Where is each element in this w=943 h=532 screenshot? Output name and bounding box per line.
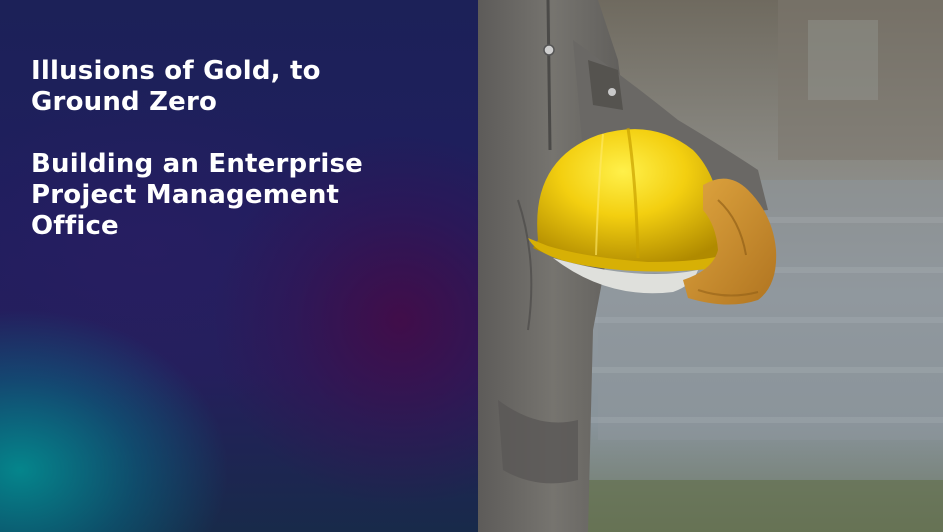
slide-title-block: Illusions of Gold, to Ground Zero Buildi… xyxy=(31,56,451,242)
subtitle-line-2: Project Management xyxy=(31,180,340,210)
subtitle-line-1: Building an Enterprise xyxy=(31,149,363,179)
photo-illustration xyxy=(478,0,943,532)
title-line-2: Ground Zero xyxy=(31,87,218,117)
title-spacer xyxy=(31,118,451,149)
title-line-1: Illusions of Gold, to xyxy=(31,56,321,86)
gradient-text-panel: Illusions of Gold, to Ground Zero Buildi… xyxy=(0,0,478,532)
subtitle-line-3: Office xyxy=(31,211,119,241)
worker-holding-hard-hat-photo xyxy=(478,0,943,532)
